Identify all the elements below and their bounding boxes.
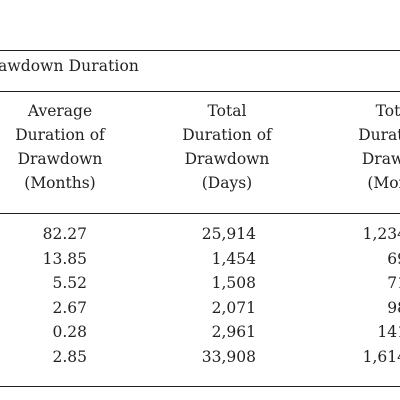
header-line: Total	[207, 102, 247, 120]
cell-total-months: 69	[387, 249, 400, 268]
header-divider	[0, 213, 400, 215]
table-row: 82.27 25,914 1,234	[0, 222, 400, 247]
header-line: Tot	[375, 102, 400, 120]
header-line: Drawdown	[17, 150, 103, 168]
bottom-rule	[0, 386, 400, 388]
cell-total-days: 2,961	[211, 323, 256, 341]
header-line: (Mon	[367, 174, 400, 192]
header-line: Duration of	[15, 126, 105, 144]
table-row: 0.28 2,961 141	[0, 320, 400, 345]
header-line: Average	[27, 102, 93, 120]
cell-average-months: 13.85	[42, 249, 87, 268]
cell-total-months: 98	[387, 298, 400, 317]
table-row: 13.85 1,454 69	[0, 247, 400, 272]
table-row: 2.67 2,071 98	[0, 296, 400, 321]
table-row: 2.85 33,908 1,614	[0, 345, 400, 370]
table-row: 5.52 1,508 71	[0, 271, 400, 296]
cell-total-days: 33,908	[201, 347, 256, 366]
table-body: 82.27 25,914 1,234 13.85 1,454 69 5.52 1…	[0, 222, 400, 369]
cell-total-months: 1,234	[362, 225, 400, 243]
cell-total-days: 2,071	[211, 298, 256, 317]
cell-average-months: 5.52	[52, 274, 87, 292]
cell-total-days: 1,454	[211, 249, 256, 268]
table-title: awdown Duration	[0, 57, 139, 75]
top-rule	[0, 50, 400, 52]
header-line: Drawd	[361, 150, 400, 168]
cell-total-days: 25,914	[201, 225, 256, 243]
cell-average-months: 82.27	[42, 225, 87, 243]
cell-total-months: 71	[387, 274, 400, 292]
header-line: Drawdown	[184, 150, 270, 168]
cell-average-months: 2.67	[52, 298, 87, 317]
cell-total-days: 1,508	[211, 274, 256, 292]
header-line: Duration of	[182, 126, 272, 144]
header-line: (Months)	[24, 174, 96, 192]
cell-total-months: 1,614	[362, 347, 400, 366]
cell-average-months: 2.85	[52, 347, 87, 366]
cell-average-months: 0.28	[52, 323, 87, 341]
header-line: Duratio	[358, 126, 400, 144]
cell-total-months: 141	[377, 323, 400, 341]
title-divider	[0, 91, 400, 93]
header-line: (Days)	[201, 174, 253, 192]
